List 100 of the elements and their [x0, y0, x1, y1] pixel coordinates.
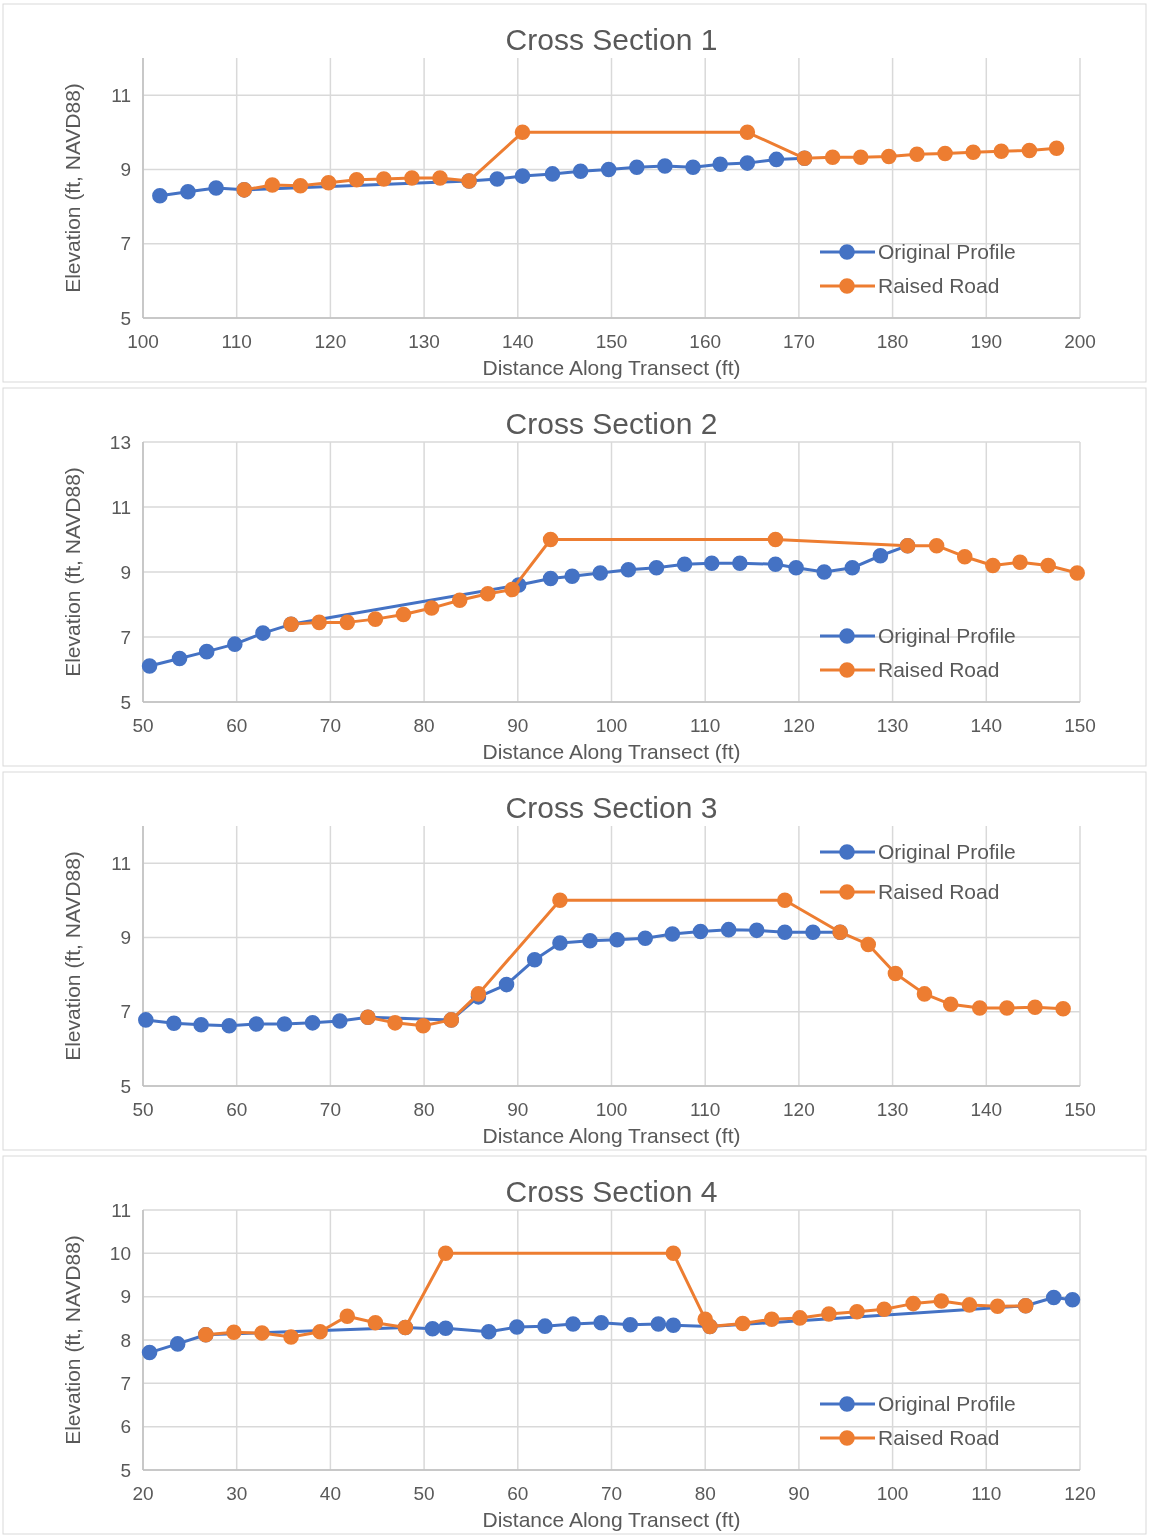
x-tick-label: 160 — [689, 331, 722, 352]
point — [387, 1015, 403, 1031]
x-tick-label: 190 — [970, 331, 1003, 352]
point — [404, 170, 420, 186]
x-tick-label: 80 — [413, 715, 435, 736]
point — [264, 177, 281, 193]
point — [860, 936, 877, 953]
x-tick-label: 70 — [600, 1483, 623, 1504]
point — [703, 555, 720, 571]
point — [788, 560, 804, 576]
point — [999, 1000, 1015, 1016]
point — [665, 1245, 682, 1262]
y-tick-label: 7 — [120, 233, 131, 255]
point — [844, 560, 861, 576]
point — [985, 557, 1001, 574]
point — [1040, 557, 1056, 574]
point — [498, 976, 515, 993]
point — [805, 924, 821, 940]
point — [424, 1320, 441, 1337]
x-tick-label: 50 — [132, 715, 154, 736]
x-tick-label: 130 — [876, 715, 909, 736]
x-tick-label: 90 — [507, 1099, 529, 1120]
point — [480, 1324, 497, 1340]
x-axis-title: Distance Along Transect (ft) — [482, 1508, 741, 1531]
point — [1069, 565, 1085, 581]
point — [824, 149, 841, 165]
point — [311, 614, 327, 631]
point — [916, 986, 933, 1002]
x-tick-label: 110 — [221, 331, 252, 352]
point — [748, 922, 765, 939]
x-tick-label: 20 — [132, 1483, 154, 1504]
x-tick-label: 30 — [226, 1483, 248, 1504]
point — [537, 1318, 553, 1334]
point — [732, 555, 748, 571]
x-tick-label: 140 — [970, 1099, 1003, 1120]
point — [304, 1015, 321, 1031]
point — [415, 1018, 431, 1034]
point — [367, 611, 384, 627]
y-tick-label: 5 — [120, 1075, 131, 1097]
point — [816, 564, 832, 580]
point — [141, 1344, 158, 1361]
x-tick-label: 100 — [876, 1483, 909, 1504]
point — [276, 1016, 293, 1032]
point — [849, 1304, 865, 1320]
x-tick-label: 150 — [595, 331, 628, 352]
point — [514, 168, 531, 184]
point — [965, 144, 981, 161]
point — [451, 592, 468, 609]
point — [552, 935, 568, 951]
point — [648, 560, 665, 576]
point — [933, 1293, 950, 1309]
x-tick-label: 120 — [314, 331, 347, 352]
point — [971, 1000, 988, 1016]
point — [777, 924, 793, 940]
y-tick-label: 5 — [120, 691, 131, 713]
point — [221, 1018, 237, 1034]
point — [423, 600, 440, 616]
point — [739, 124, 756, 141]
point — [777, 892, 793, 909]
point — [739, 155, 756, 171]
point — [254, 1325, 270, 1341]
point — [905, 1295, 921, 1312]
point — [928, 537, 945, 554]
x-tick-label: 110 — [690, 715, 721, 736]
x-tick-label: 80 — [694, 1483, 716, 1504]
legend-label: Raised Road — [878, 658, 1000, 682]
y-axis-title: Elevation (ft, NAVD88) — [61, 467, 84, 677]
y-tick-label: 9 — [120, 561, 131, 583]
x-tick-label: 100 — [595, 1099, 628, 1120]
point — [692, 923, 709, 940]
point — [504, 581, 520, 598]
point — [292, 178, 309, 194]
point — [582, 933, 598, 949]
point — [993, 143, 1010, 159]
y-tick-label: 11 — [111, 1199, 131, 1221]
x-tick-label: 60 — [226, 1099, 248, 1120]
x-tick-label: 200 — [1064, 331, 1096, 352]
point — [792, 1310, 808, 1326]
point — [763, 1311, 780, 1327]
x-tick-label: 130 — [876, 1099, 909, 1120]
y-tick-label: 9 — [120, 927, 131, 949]
x-tick-label: 130 — [408, 331, 440, 352]
x-tick-label: 50 — [413, 1483, 435, 1504]
point — [565, 1316, 581, 1332]
x-tick-label: 70 — [319, 1099, 341, 1120]
point — [283, 1329, 299, 1345]
y-tick-label: 7 — [120, 1001, 131, 1023]
point — [437, 1320, 454, 1337]
x-tick-label: 90 — [788, 1483, 810, 1504]
point — [637, 930, 654, 946]
point — [676, 556, 693, 572]
x-axis-title: Distance Along Transect (ft) — [482, 356, 741, 379]
point — [767, 556, 784, 572]
x-tick-label: 180 — [876, 331, 909, 352]
legend-label: Original Profile — [878, 1392, 1016, 1416]
point — [180, 183, 196, 200]
x-tick-label: 50 — [132, 1099, 154, 1120]
x-tick-label: 90 — [507, 715, 529, 736]
x-tick-label: 120 — [1064, 1483, 1096, 1504]
point — [552, 892, 568, 909]
